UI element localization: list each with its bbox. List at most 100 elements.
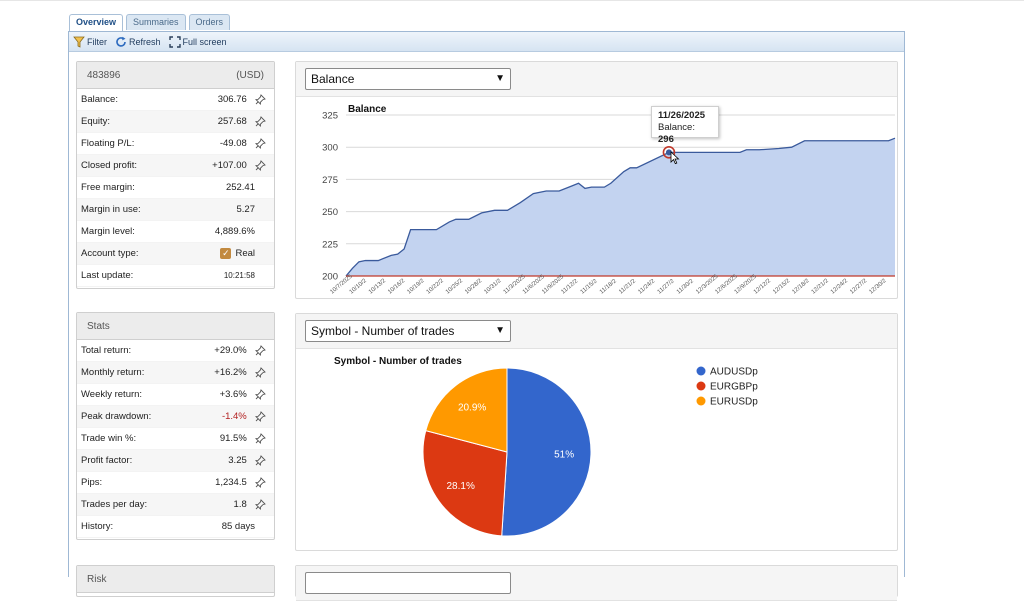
row-label: Free margin: bbox=[81, 182, 135, 193]
x-tick-label: 12/27/2 bbox=[849, 278, 869, 296]
account-rows: Balance: 306.76 Equity: 257.68 Floating … bbox=[77, 89, 274, 287]
row-label: Balance: bbox=[81, 94, 118, 105]
row-label: Profit factor: bbox=[81, 455, 133, 466]
cursor-icon bbox=[670, 151, 680, 165]
refresh-icon bbox=[116, 36, 126, 47]
refresh-button[interactable]: Refresh bbox=[115, 36, 161, 48]
pie-chart-panel: Symbol - Number of trades ▼ Symbol - Num… bbox=[295, 313, 898, 551]
row-label: Trades per day: bbox=[81, 499, 148, 510]
row-value: 306.76 bbox=[217, 94, 247, 105]
stats-row-total-return: Total return: +29.0% bbox=[77, 340, 274, 362]
row-value: 85 days bbox=[221, 521, 255, 532]
x-tick-label: 10/16/2 bbox=[387, 278, 407, 296]
stats-rows: Total return: +29.0% Monthly return: +16… bbox=[77, 340, 274, 538]
x-tick-label: 11/27/2 bbox=[657, 278, 676, 296]
row-value: +16.2% bbox=[214, 367, 247, 378]
x-tick-label: 11/18/2 bbox=[599, 278, 618, 296]
stats-row-peak-drawdown: Peak drawdown: -1.4% bbox=[77, 406, 274, 428]
filter-button[interactable]: Filter bbox=[73, 36, 107, 48]
row-value: 1,234.5 bbox=[215, 477, 247, 488]
row-value: +29.0% bbox=[214, 345, 247, 356]
legend-label: EURUSDp bbox=[710, 397, 758, 408]
pin-icon[interactable] bbox=[254, 455, 270, 466]
chart-type-select[interactable]: Balance ▼ bbox=[305, 68, 511, 90]
legend-swatch bbox=[696, 366, 706, 376]
row-label: Floating P/L: bbox=[81, 138, 135, 149]
account-row-floating-pl: Floating P/L: -49.08 bbox=[77, 133, 274, 155]
account-row-last-update: Last update: 10:21:58 bbox=[77, 265, 274, 287]
row-value: 91.5% bbox=[219, 433, 247, 444]
pin-icon[interactable] bbox=[254, 433, 270, 444]
pin-icon[interactable] bbox=[254, 367, 270, 378]
account-row-margin-in-use: Margin in use: 5.27 bbox=[77, 199, 274, 221]
slice-label: 28.1% bbox=[447, 481, 475, 492]
pin-icon[interactable] bbox=[254, 389, 270, 400]
y-tick-label: 275 bbox=[322, 175, 338, 186]
chart-title: Symbol - Number of trades bbox=[334, 356, 462, 367]
risk-title: Risk bbox=[87, 573, 107, 585]
pie-type-select[interactable]: Symbol - Number of trades ▼ bbox=[305, 320, 511, 342]
pin-icon[interactable] bbox=[254, 160, 270, 171]
checkbox-checked-icon: ✓ bbox=[220, 247, 232, 259]
slice-label: 51% bbox=[554, 449, 574, 460]
fullscreen-label: Full screen bbox=[182, 36, 227, 47]
account-row-free-margin: Free margin: 252.41 bbox=[77, 177, 274, 199]
y-tick-label: 225 bbox=[322, 239, 338, 250]
y-tick-label: 250 bbox=[322, 207, 338, 218]
pie-chart: Symbol - Number of trades 51% 28.1% 20.9% AU… bbox=[334, 356, 758, 537]
x-tick-label: 12/24/2 bbox=[830, 278, 850, 296]
pin-icon[interactable] bbox=[254, 116, 270, 127]
tab-orders[interactable]: Orders bbox=[188, 14, 231, 30]
row-value: -1.4% bbox=[221, 411, 247, 422]
row-label: Equity: bbox=[81, 116, 111, 127]
row-label: Account type: bbox=[81, 248, 139, 259]
tab-bar: Overview Summaries Orders bbox=[69, 14, 231, 32]
pin-icon[interactable] bbox=[254, 477, 270, 488]
account-row-balance: Balance: 306.76 bbox=[77, 89, 274, 111]
stats-row-profit-factor: Profit factor: 3.25 bbox=[77, 450, 274, 472]
x-tick-label: 10/19/2 bbox=[406, 278, 426, 296]
legend-swatch bbox=[696, 396, 706, 406]
stats-row-pips: Pips: 1,234.5 bbox=[77, 472, 274, 494]
toolbar: Filter Refresh Full screen bbox=[69, 32, 904, 52]
row-value: +107.00 bbox=[212, 160, 247, 171]
pin-icon[interactable] bbox=[254, 411, 270, 422]
row-value: ✓ Real bbox=[187, 247, 255, 259]
row-label: Peak drawdown: bbox=[81, 411, 152, 422]
y-tick-label: 325 bbox=[322, 111, 338, 122]
pie-slice bbox=[425, 367, 508, 453]
pin-icon[interactable] bbox=[254, 345, 270, 356]
legend-swatch bbox=[696, 381, 706, 391]
x-tick-label: 12/12/2 bbox=[753, 278, 773, 296]
row-label: Weekly return: bbox=[81, 389, 143, 400]
third-chart-select[interactable] bbox=[305, 572, 511, 594]
balance-chart: Balance20022525027530032510/7/202510/10/… bbox=[322, 104, 896, 296]
tab-overview[interactable]: Overview bbox=[69, 14, 124, 32]
pie-slice bbox=[422, 429, 508, 537]
pin-icon[interactable] bbox=[254, 499, 270, 510]
row-value: 3.25 bbox=[228, 455, 247, 466]
row-value: +3.6% bbox=[219, 389, 247, 400]
balance-chart-panel: Balance ▼ Balance 200 225 250 275 300 325 10/7/… bbox=[295, 61, 898, 299]
tooltip-value-line: Balance: 296 bbox=[658, 122, 712, 146]
row-label: Trade win %: bbox=[81, 433, 137, 444]
legend-label: AUDUSDp bbox=[710, 367, 758, 378]
account-row-closed-profit: Closed profit: +107.00 bbox=[77, 155, 274, 177]
pin-icon[interactable] bbox=[254, 94, 270, 105]
third-chart-panel bbox=[295, 565, 898, 601]
refresh-label: Refresh bbox=[129, 36, 161, 47]
row-value: -49.08 bbox=[219, 138, 247, 149]
tab-summaries[interactable]: Summaries bbox=[126, 14, 186, 30]
y-tick-label: 300 bbox=[322, 143, 338, 154]
account-row-equity: Equity: 257.68 bbox=[77, 111, 274, 133]
pin-icon[interactable] bbox=[254, 138, 270, 149]
chart-tooltip: 11/26/2025 Balance: 296 bbox=[651, 106, 719, 145]
pie-chart-header: Symbol - Number of trades ▼ bbox=[296, 314, 897, 349]
third-chart-header bbox=[296, 566, 897, 601]
balance-chart-header: Balance ▼ bbox=[296, 62, 897, 97]
row-value: 1.8 bbox=[233, 499, 247, 510]
fullscreen-button[interactable]: Full screen bbox=[168, 35, 227, 48]
x-tick-label: 12/21/2 bbox=[811, 278, 831, 296]
filter-label: Filter bbox=[87, 36, 107, 47]
balance-area bbox=[346, 138, 895, 276]
